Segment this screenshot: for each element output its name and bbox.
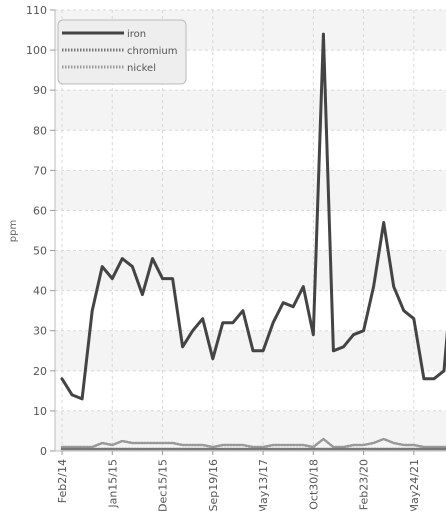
y-tick-label: 70 bbox=[33, 164, 47, 177]
legend-label-chromium: chromium bbox=[127, 46, 177, 57]
y-tick-label: 60 bbox=[33, 204, 47, 217]
x-tick-label: Oct30/18 bbox=[307, 459, 320, 510]
y-tick-label: 90 bbox=[33, 84, 47, 97]
plot-background-bands bbox=[55, 10, 446, 451]
x-axis-ticks: Feb2/14 Jan15/15 Dec15/15 Sep19/16 May13/17 O… bbox=[56, 451, 421, 511]
y-axis-label: ppm bbox=[8, 220, 19, 242]
plot-band bbox=[55, 90, 446, 131]
x-tick-label: May24/21 bbox=[408, 459, 421, 511]
y-tick-label: 40 bbox=[33, 285, 47, 298]
y-tick-label: 30 bbox=[33, 325, 47, 338]
series-group bbox=[60, 32, 446, 451]
y-tick-label: 0 bbox=[40, 445, 47, 458]
plot-band bbox=[55, 130, 446, 171]
y-tick-label: 80 bbox=[33, 124, 47, 137]
x-tick-label: Sep19/16 bbox=[207, 459, 220, 511]
y-axis-ticks: 0 10 20 30 40 50 60 70 80 90 100 110 bbox=[26, 4, 55, 458]
y-tick-label: 100 bbox=[26, 44, 47, 57]
plot-band bbox=[55, 290, 446, 331]
plot-band bbox=[55, 410, 446, 451]
y-tick-label: 50 bbox=[33, 245, 47, 258]
plot-band bbox=[55, 250, 446, 291]
x-tick-label: Jan15/15 bbox=[106, 459, 119, 509]
x-tick-label: Feb23/20 bbox=[358, 459, 371, 510]
x-tick-label: Feb2/14 bbox=[56, 459, 69, 503]
legend-label-nickel: nickel bbox=[127, 63, 156, 74]
x-tick-label: Dec15/15 bbox=[157, 459, 170, 511]
y-tick-label: 110 bbox=[26, 4, 47, 17]
legend-label-iron: iron bbox=[127, 29, 146, 40]
x-tick-label: May13/17 bbox=[257, 459, 270, 511]
y-tick-label: 10 bbox=[33, 405, 47, 418]
y-tick-label: 20 bbox=[33, 365, 47, 378]
series-line-iron bbox=[60, 32, 446, 401]
legend: iron chromium nickel bbox=[57, 19, 187, 85]
series-line-nickel bbox=[60, 437, 446, 449]
plot-band bbox=[55, 170, 446, 211]
plot-band bbox=[55, 370, 446, 411]
